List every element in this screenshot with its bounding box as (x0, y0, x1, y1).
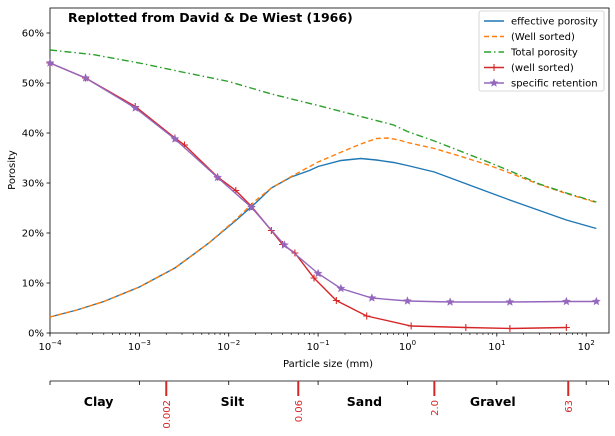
y-axis: 0% 10% 20% 30% 40% 50% 60% (22, 29, 50, 340)
data-point (130, 103, 140, 112)
data-point (213, 172, 223, 182)
data-point (81, 73, 91, 82)
data-point (490, 64, 498, 71)
x-tick-label: 10−2 (217, 339, 240, 353)
class-boundary-label: 0.06 (294, 400, 305, 422)
y-tick-label: 10% (22, 279, 44, 290)
x-tick-base: 10 (399, 342, 412, 353)
x-tick-label: 102 (578, 339, 595, 353)
legend-entry: (well sorted) (484, 63, 574, 74)
y-axis-label: Porosity (7, 150, 18, 190)
x-tick-label: 101 (488, 339, 505, 353)
data-point (363, 312, 371, 320)
data-point (505, 297, 515, 306)
y-tick-label: 60% (22, 29, 44, 40)
legend-label: Total porosity (510, 48, 578, 59)
data-point (561, 296, 571, 306)
class-boundary-label: 63 (564, 400, 575, 413)
x-tick-label: 10−3 (128, 339, 151, 353)
series-well-sorted (49, 137, 597, 318)
size-class-axis: 0.002 0.06 2.0 63 Clay Silt Sand Gravel (49, 380, 609, 429)
legend-entry: (Well sorted) (484, 32, 575, 43)
series-total-porosity (49, 49, 597, 203)
y-tick-label: 40% (22, 129, 44, 140)
x-tick-exponent: 0 (412, 339, 416, 347)
data-point (332, 297, 340, 304)
y-tick-label: 50% (22, 79, 44, 90)
x-tick-base: 10 (217, 342, 230, 353)
size-class-label: Gravel (470, 394, 516, 409)
x-tick-exponent: −3 (141, 339, 151, 347)
data-point (562, 324, 570, 331)
x-tick-exponent: −4 (51, 339, 62, 347)
data-point (489, 78, 499, 87)
data-point (45, 58, 55, 67)
series-line (49, 137, 597, 318)
size-class-label: Clay (84, 394, 114, 409)
data-point (367, 293, 377, 302)
data-point (313, 268, 323, 278)
data-point (279, 240, 289, 249)
data-point (591, 296, 601, 306)
x-tick-base: 10 (38, 342, 51, 353)
x-tick-base: 10 (307, 342, 320, 353)
series-layer (45, 49, 601, 332)
y-tick-label: 30% (22, 179, 44, 190)
chart-title: Replotted from David & De Wiest (1966) (68, 10, 353, 25)
legend-label: (well sorted) (511, 63, 574, 74)
series-line (49, 49, 597, 203)
legend-label: specific retention (511, 79, 598, 90)
x-tick-exponent: 2 (590, 339, 594, 347)
x-axis: 10−4 10−3 10−2 10−1 100 101 102 (38, 333, 595, 353)
data-point (445, 297, 455, 306)
data-point (506, 325, 514, 332)
class-boundary-label: 0.002 (162, 400, 173, 429)
y-tick-label: 0% (28, 329, 44, 340)
legend-entry: effective porosity (484, 17, 598, 28)
x-tick-base: 10 (128, 342, 141, 353)
x-tick-label: 10−1 (307, 339, 330, 353)
data-point (462, 324, 470, 331)
x-tick-base: 10 (488, 342, 501, 353)
data-point (402, 296, 412, 305)
x-tick-exponent: −2 (230, 339, 240, 347)
data-point (310, 274, 318, 282)
size-class-label: Silt (221, 394, 245, 409)
series-specific-retention (45, 58, 601, 306)
legend-label: effective porosity (511, 17, 598, 28)
legend-box (478, 10, 605, 92)
legend-label: (Well sorted) (511, 32, 575, 43)
x-tick-exponent: −1 (319, 339, 329, 347)
legend-entry: Total porosity (484, 48, 578, 59)
x-tick-base: 10 (578, 342, 591, 353)
class-boundary-label: 2.0 (430, 400, 441, 416)
x-tick-label: 100 (399, 339, 416, 353)
data-point (407, 322, 415, 330)
size-class-label: Sand (347, 394, 382, 409)
x-tick-label: 10−4 (38, 339, 62, 353)
x-tick-exponent: 1 (501, 339, 505, 347)
legend-entry: specific retention (484, 78, 598, 90)
x-axis-label: Particle size (mm) (283, 359, 373, 370)
legend: effective porosity (Well sorted) Total por… (478, 10, 605, 92)
y-tick-label: 20% (22, 229, 44, 240)
data-point (170, 134, 180, 143)
data-point (336, 283, 346, 293)
data-point (247, 202, 257, 212)
